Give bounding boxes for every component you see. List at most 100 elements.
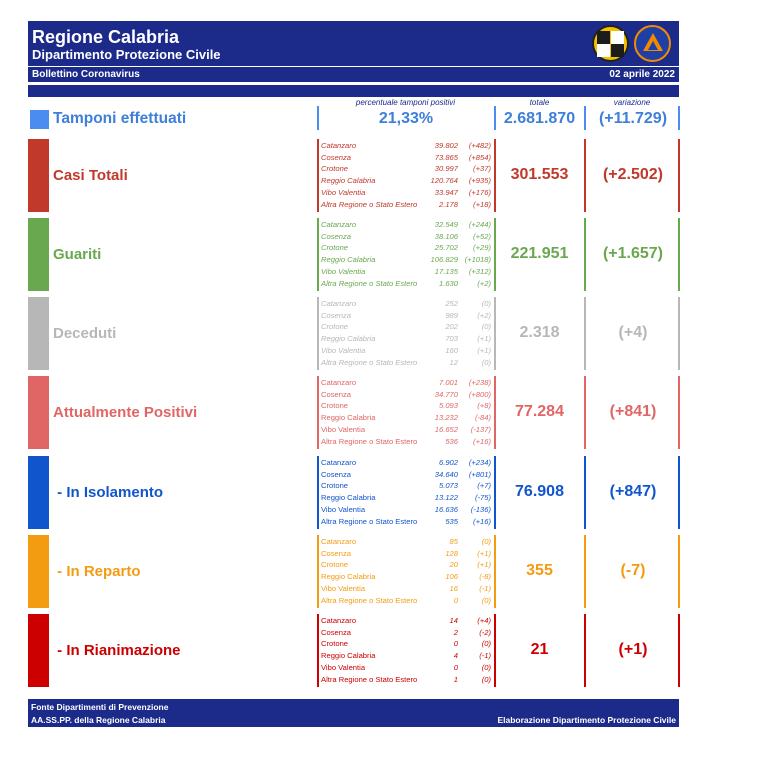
variation-column-heading: variazione [613, 98, 651, 107]
province-variation: (0) [481, 357, 491, 367]
row-divider [584, 614, 586, 687]
province-value: 7.001 [438, 378, 458, 387]
province-value: 12 [449, 357, 458, 367]
province-value: 252 [445, 299, 458, 308]
tamponi-divider [317, 106, 319, 130]
province-name: Cosenza [321, 469, 351, 479]
province-value: 39.802 [434, 141, 458, 150]
province-list: Catanzaro 39.802 (+482) Cosenza 73.865 (+854)… [321, 140, 491, 213]
province-row: Vibo Valentia 33.947 (+176) [321, 187, 491, 199]
province-variation: (+29) [473, 243, 491, 253]
province-value: 120.764 [430, 176, 458, 186]
row-variation: (+841) [609, 402, 657, 420]
province-value: 30.997 [434, 164, 458, 174]
province-name: Reggio Calabria [321, 493, 376, 503]
bulletin-bar: Bollettino Coronavirus 02 aprile 2022 [28, 67, 679, 82]
province-variation: (+244) [468, 220, 491, 229]
province-row: Crotone 5.073 (+7) [321, 480, 491, 492]
province-name: Altra Regione o Stato Estero [321, 516, 418, 526]
row-color-bar [28, 456, 49, 529]
province-name: Cosenza [321, 310, 351, 320]
row-divider [494, 297, 496, 370]
tamponi-variation: (+11.729) [598, 110, 668, 127]
province-value: 1 [453, 674, 458, 684]
row-divider [494, 218, 496, 291]
province-variation: (+37) [473, 164, 491, 174]
row-label: - In Reparto [53, 562, 141, 580]
province-name: Crotone [321, 560, 349, 570]
province-value: 1.630 [438, 278, 458, 288]
province-value: 16.652 [434, 424, 458, 434]
province-value: 0 [453, 662, 458, 672]
province-name: Altra Regione o Stato Estero [321, 357, 418, 367]
province-value: 989 [445, 310, 458, 320]
row-label: Casi Totali [53, 166, 128, 184]
province-row: Vibo Valentia 160 (+1) [321, 345, 491, 357]
row-divider [584, 139, 586, 212]
row-total: 221.951 [510, 244, 569, 262]
header-divider [28, 85, 679, 97]
tamponi-color-square [30, 110, 49, 129]
province-row: Reggio Calabria 106.829 (+1018) [321, 254, 491, 266]
province-row: Altra Regione o Stato Estero 0 (0) [321, 595, 491, 607]
total-column-heading: totale [529, 98, 550, 107]
row-divider [678, 218, 680, 291]
row-divider [494, 614, 496, 687]
tamponi-divider [584, 106, 586, 130]
province-row: Reggio Calabria 120.764 (+935) [321, 175, 491, 187]
province-value: 73.865 [434, 152, 458, 162]
row-label: Attualmente Positivi [53, 403, 198, 421]
province-row: Cosenza 2 (-2) [321, 627, 491, 639]
protezione-civile-logo-icon [634, 25, 671, 62]
province-variation: (+1) [477, 548, 491, 558]
province-name: Vibo Valentia [321, 266, 366, 276]
row-total: 2.318 [519, 323, 560, 341]
province-value: 6.902 [438, 458, 458, 467]
row-divider [678, 456, 680, 529]
province-variation: (+176) [468, 187, 491, 197]
province-list: Catanzaro 252 (0) Cosenza 989 (+2) Crotone 202 (… [321, 298, 491, 371]
province-name: Altra Regione o Stato Estero [321, 674, 418, 684]
region-crest-icon [592, 25, 629, 62]
province-row: Vibo Valentia 16 (-1) [321, 583, 491, 595]
footer-source-line1: Fonte Dipartimenti di Prevenzione [31, 702, 169, 712]
province-row: Reggio Calabria 13.122 (-75) [321, 492, 491, 504]
province-value: 5.093 [438, 401, 458, 411]
province-name: Catanzaro [321, 220, 357, 229]
province-name: Vibo Valentia [321, 187, 366, 197]
province-name: Cosenza [321, 548, 351, 558]
province-row: Catanzaro 39.802 (+482) [321, 140, 491, 152]
province-name: Vibo Valentia [321, 424, 366, 434]
province-name: Reggio Calabria [321, 334, 376, 344]
province-variation: (+7) [477, 481, 491, 491]
row-divider [317, 139, 319, 212]
province-row: Altra Regione o Stato Estero 535 (+16) [321, 516, 491, 528]
province-name: Catanzaro [321, 537, 357, 546]
province-row: Catanzaro 32.549 (+244) [321, 219, 491, 231]
province-row: Altra Regione o Stato Estero 1.630 (+2) [321, 278, 491, 290]
province-variation: (-136) [470, 504, 491, 514]
province-variation: (+4) [477, 616, 491, 625]
province-variation: (+16) [473, 436, 491, 446]
province-variation: (-2) [479, 627, 491, 637]
tamponi-total: 2.681.870 [503, 110, 576, 127]
province-name: Vibo Valentia [321, 504, 366, 514]
province-variation: (0) [481, 537, 491, 546]
province-row: Crotone 20 (+1) [321, 559, 491, 571]
province-variation: (+935) [468, 176, 491, 186]
province-variation: (+8) [477, 401, 491, 411]
tamponi-divider [678, 106, 680, 130]
row-divider [584, 535, 586, 608]
province-value: 33.947 [434, 187, 458, 197]
province-name: Altra Regione o Stato Estero [321, 595, 418, 605]
province-variation: (+18) [473, 199, 491, 209]
province-list: Catanzaro 7.001 (+238) Cosenza 34.770 (+800) C… [321, 377, 491, 450]
province-variation: (0) [481, 595, 491, 605]
province-value: 32.549 [434, 220, 458, 229]
province-list: Catanzaro 32.549 (+244) Cosenza 38.106 (+52) C… [321, 219, 491, 292]
province-name: Reggio Calabria [321, 572, 376, 582]
province-value: 16.636 [434, 504, 458, 514]
province-value: 13.232 [434, 413, 458, 423]
row-divider [317, 376, 319, 449]
row-divider [584, 297, 586, 370]
